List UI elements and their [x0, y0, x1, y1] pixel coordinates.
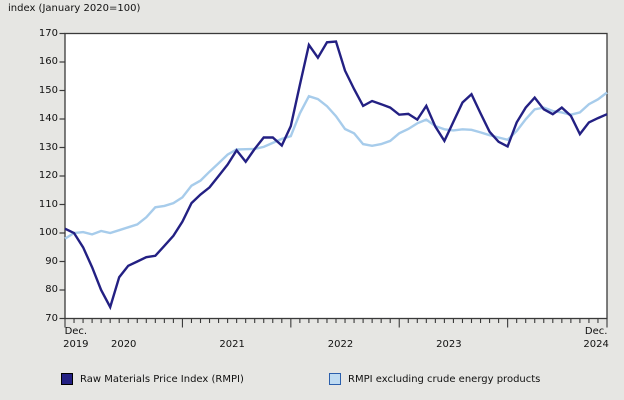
chart-title: index (January 2020=100)	[8, 3, 141, 14]
legend-item-rmpi-ex-energy: RMPI excluding crude energy products	[329, 373, 540, 385]
x-axis-label: 2020	[110, 339, 137, 350]
rmpi-ex-energy-series-swatch-icon	[329, 373, 341, 385]
y-tick-label: 100	[38, 227, 58, 238]
y-tick-label: 110	[38, 198, 58, 210]
x-axis-label: Dec. 2019	[63, 326, 89, 350]
y-tick-label: 120	[38, 170, 58, 181]
x-axis-label: 2023	[436, 339, 462, 350]
y-tick-label: 150	[38, 84, 58, 96]
legend-label-rmpi: Raw Materials Price Index (RMPI)	[80, 373, 244, 385]
y-tick-label: 160	[38, 56, 58, 67]
y-tick-label: 140	[38, 113, 58, 124]
rmpi-series-swatch-icon	[61, 373, 73, 385]
x-axis-label: 2021	[219, 339, 245, 350]
legend: Raw Materials Price Index (RMPI) RMPI ex…	[0, 373, 624, 393]
y-tick-label: 70	[45, 312, 58, 324]
x-axis-label: 2022	[327, 339, 354, 350]
series-line-1	[64, 91, 608, 240]
legend-item-rmpi: Raw Materials Price Index (RMPI)	[61, 373, 244, 385]
plot-frame	[64, 32, 608, 320]
series-line-0	[64, 40, 608, 311]
y-tick-label: 90	[45, 255, 58, 267]
x-axis-label: Dec. 2024	[583, 326, 609, 350]
y-tick-label: 130	[38, 141, 58, 153]
y-tick-label: 170	[38, 27, 58, 39]
y-tick-label: 80	[45, 284, 58, 295]
legend-label-rmpi-ex-energy: RMPI excluding crude energy products	[348, 373, 541, 385]
